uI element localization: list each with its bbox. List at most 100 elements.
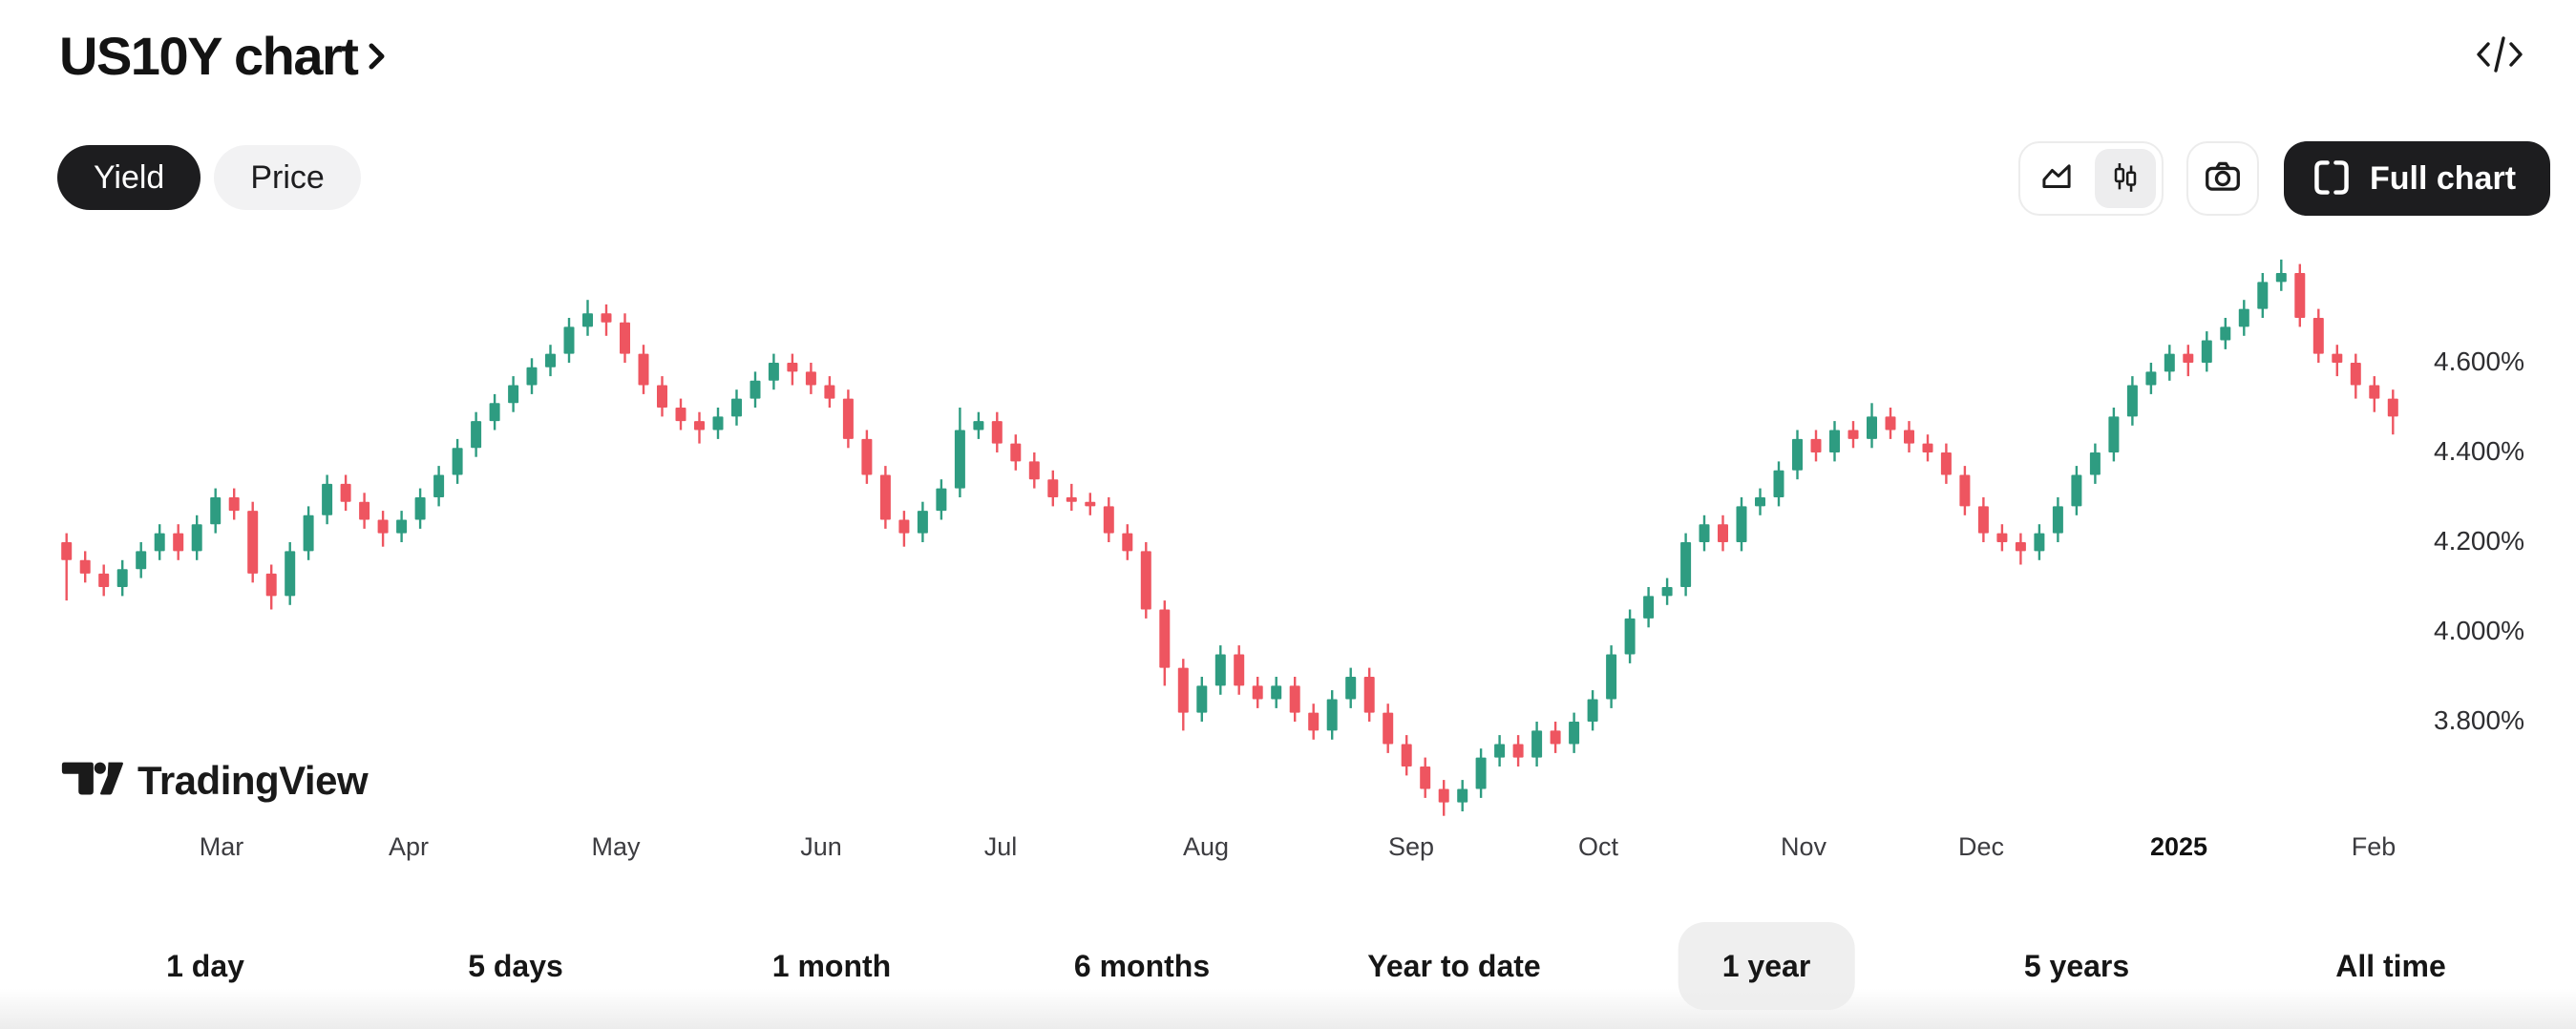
candle xyxy=(2145,363,2157,394)
candle xyxy=(1047,470,1059,507)
candle xyxy=(1624,609,1636,663)
candle xyxy=(1773,461,1784,507)
camera-icon xyxy=(2204,158,2242,200)
candle xyxy=(1010,434,1022,471)
candle xyxy=(1345,667,1357,708)
range-button-5-years[interactable]: 5 years xyxy=(2023,948,2130,983)
candle xyxy=(731,389,742,426)
candle xyxy=(61,533,73,601)
candle xyxy=(1214,645,1226,695)
candle xyxy=(1234,645,1245,695)
range-button-6-months[interactable]: 6 months xyxy=(1073,948,1211,983)
candle xyxy=(694,411,705,444)
range-button-year-to-date[interactable]: Year to date xyxy=(1367,948,1541,983)
full-chart-button[interactable]: Full chart xyxy=(2284,141,2551,216)
y-axis-label: 4.000% xyxy=(2434,616,2524,645)
candle xyxy=(2183,345,2194,377)
range-button-1-month[interactable]: 1 month xyxy=(771,948,892,983)
candle xyxy=(1904,421,1914,452)
candle xyxy=(1569,712,1580,753)
candle xyxy=(452,438,463,484)
candle xyxy=(173,524,184,560)
candle xyxy=(285,542,296,605)
candle xyxy=(768,353,779,390)
yield-button[interactable]: Yield xyxy=(57,145,201,210)
snapshot-button[interactable] xyxy=(2186,141,2259,216)
candle xyxy=(675,398,686,430)
x-axis-label: Mar xyxy=(199,832,244,861)
candlestick-chart-type-button[interactable] xyxy=(2095,149,2156,208)
candle xyxy=(1643,587,1655,628)
header: US10Y chart xyxy=(59,25,388,87)
candle xyxy=(1531,722,1543,766)
candle xyxy=(1066,483,1077,512)
candle xyxy=(1829,421,1840,462)
candle xyxy=(136,542,147,578)
candle xyxy=(1885,408,1896,439)
candle xyxy=(1940,443,1952,484)
candle xyxy=(2052,497,2063,542)
candle xyxy=(824,376,835,408)
candle xyxy=(1550,722,1561,753)
candle xyxy=(1680,533,1692,597)
candle xyxy=(787,353,798,386)
candle xyxy=(489,393,500,430)
embed-code-icon[interactable] xyxy=(2475,34,2524,79)
candle xyxy=(1996,524,2008,552)
candle xyxy=(1699,514,1710,552)
range-button-1-year[interactable]: 1 year xyxy=(1678,922,1855,1010)
range-button-all-time[interactable]: All time xyxy=(2335,948,2446,983)
candle xyxy=(545,345,556,377)
candle xyxy=(657,376,667,417)
x-axis-label: Jun xyxy=(800,832,842,861)
candle xyxy=(917,501,928,542)
candle xyxy=(1103,497,1114,542)
candle xyxy=(303,506,314,560)
candle xyxy=(563,318,575,363)
candle xyxy=(620,313,630,363)
candle xyxy=(2387,389,2398,435)
candle xyxy=(191,514,202,560)
chart-type-segmented-control xyxy=(2018,141,2164,216)
candle xyxy=(265,564,277,610)
candle xyxy=(936,479,947,520)
candle xyxy=(861,430,873,484)
candle xyxy=(1606,645,1617,708)
candle xyxy=(2201,331,2212,372)
candle xyxy=(1755,488,1765,515)
y-axis-label: 4.200% xyxy=(2434,526,2524,556)
x-axis-label: Apr xyxy=(388,832,430,861)
fullscreen-icon xyxy=(2312,158,2351,200)
candle xyxy=(1587,690,1598,731)
candle xyxy=(1420,757,1431,798)
y-axis-label: 3.800% xyxy=(2434,705,2524,735)
candle xyxy=(1792,430,1803,480)
y-axis-label: 4.400% xyxy=(2434,436,2524,466)
candle xyxy=(712,408,724,439)
candle xyxy=(526,358,538,394)
candle xyxy=(601,304,612,336)
candle xyxy=(1475,748,1487,798)
candle xyxy=(1363,667,1375,722)
candle xyxy=(1308,704,1320,740)
candle xyxy=(377,511,389,547)
candle xyxy=(1848,421,1859,449)
candle xyxy=(2350,353,2361,399)
candle xyxy=(879,466,891,529)
candle xyxy=(2164,345,2175,381)
page-title: US10Y chart xyxy=(59,26,359,86)
range-button-5-days[interactable]: 5 days xyxy=(468,948,563,983)
title-chevron-icon[interactable] xyxy=(367,39,388,78)
candle xyxy=(1718,514,1728,552)
line-chart-type-button[interactable] xyxy=(2026,149,2087,208)
candle xyxy=(1028,452,1040,489)
price-button[interactable]: Price xyxy=(214,145,361,210)
tradingview-watermark[interactable]: TradingView xyxy=(61,758,369,804)
range-button-1-day[interactable]: 1 day xyxy=(166,948,244,983)
x-axis-label: Aug xyxy=(1182,832,1230,861)
candle xyxy=(1196,677,1208,722)
candle xyxy=(973,411,984,439)
candle xyxy=(2089,443,2101,484)
candle xyxy=(1959,466,1971,515)
